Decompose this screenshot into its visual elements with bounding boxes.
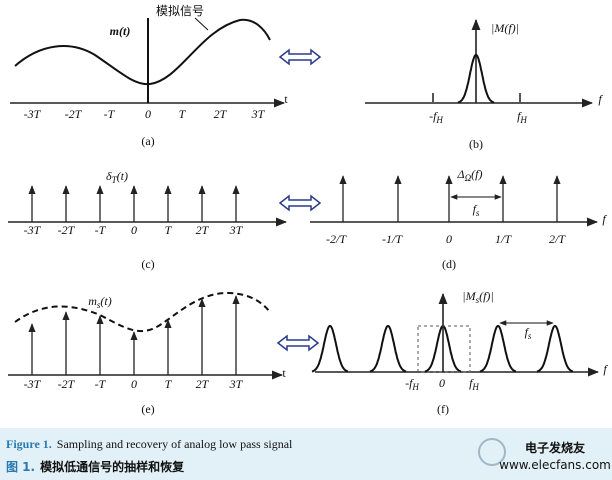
label-sub: s <box>97 300 101 310</box>
caption-text: 模拟低通信号的抽样和恢复 <box>40 459 185 474</box>
equivalence-arrow <box>276 334 320 352</box>
label-main: δ <box>106 169 112 183</box>
passband-box <box>417 325 471 373</box>
caption-text: Sampling and recovery of analog low pass… <box>57 437 293 451</box>
label-main: f <box>473 202 478 216</box>
tick-label: 2T <box>196 223 210 237</box>
label-main: m <box>88 294 97 308</box>
caption-box <box>0 428 612 480</box>
label-sub: s <box>528 331 532 341</box>
tick-label: -1/T <box>382 232 403 246</box>
signal-label: ΔΩ(f) <box>457 167 483 183</box>
axis-label: f <box>603 362 608 376</box>
tick-label: 0 <box>131 377 137 391</box>
tick-label: T <box>179 107 187 121</box>
label-sub: H <box>411 382 419 392</box>
spectrum-pulse <box>311 324 349 373</box>
label-main: |M <box>462 289 476 303</box>
tick-label: -3T <box>24 107 42 121</box>
annotation-leader <box>194 17 209 31</box>
panel-caption: (b) <box>469 137 483 151</box>
label-rest: (t) <box>117 169 128 183</box>
tick-label: T <box>165 377 173 391</box>
signal-label: δT(t) <box>106 169 128 185</box>
signal-label: m(t) <box>110 24 131 38</box>
tick-label: 0 <box>131 223 137 237</box>
watermark-name: 电子发烧友 <box>525 440 585 455</box>
spacing-label: fs <box>473 202 480 218</box>
tick-label: 2T <box>196 377 210 391</box>
label-main: -f <box>405 376 414 390</box>
watermark-logo <box>478 438 506 466</box>
axis-label: t <box>284 92 288 106</box>
label-sub: s <box>476 295 480 305</box>
label-rest: (f)| <box>479 289 494 303</box>
tick-label: -2/T <box>326 232 347 246</box>
spectrum-pulse <box>369 324 407 373</box>
label-main: f <box>525 325 530 339</box>
tick-label: -2T <box>58 377 76 391</box>
tick-label: 3T <box>229 223 244 237</box>
caption-label: Figure 1. <box>6 437 52 451</box>
watermark-url: www.elecfans.com <box>499 458 611 472</box>
signal-label: |Ms(f)| <box>462 289 493 305</box>
tick-label: -2T <box>58 223 76 237</box>
annotation: 模拟信号 <box>156 4 204 18</box>
tick-label: 2T <box>214 107 228 121</box>
tick-label: -2T <box>65 107 83 121</box>
spectrum-pulse <box>536 324 574 373</box>
label-sub: H <box>471 382 479 392</box>
signal-label: |M(f)| <box>491 21 519 35</box>
tick-label: -3T <box>24 223 42 237</box>
spacing-label: fs <box>525 325 532 341</box>
equivalence-arrow <box>278 194 322 212</box>
tick-label: -T <box>95 223 107 237</box>
signal-label: ms(t) <box>88 294 112 310</box>
panel-caption: (a) <box>141 134 154 148</box>
label-sub: H <box>519 115 527 125</box>
axis-label: t <box>282 366 286 380</box>
panel-caption: (e) <box>141 402 154 416</box>
analog-signal <box>14 18 271 86</box>
label-main: f <box>469 376 474 390</box>
tick-label: -3T <box>24 377 42 391</box>
label-main: -f <box>429 109 438 123</box>
label-rest: (t) <box>100 294 111 308</box>
label-main: Δ <box>457 167 465 181</box>
tick-label: fH <box>469 376 479 392</box>
tick-label: -fH <box>405 376 419 392</box>
tick-label: 0 <box>145 107 151 121</box>
spectrum-pulse <box>457 53 495 104</box>
equivalence-arrow <box>278 48 322 66</box>
tick-label: 2/T <box>549 232 566 246</box>
label-sub: T <box>112 175 118 185</box>
tick-label: 0 <box>439 376 445 390</box>
panel-caption: (c) <box>141 257 154 271</box>
tick-label: 3T <box>251 107 266 121</box>
label-sub: Ω <box>465 173 472 183</box>
tick-label: -T <box>104 107 116 121</box>
panel-caption: (f) <box>437 402 449 416</box>
tick-label: -fH <box>429 109 443 125</box>
spectrum-pulse <box>479 324 517 373</box>
axis-label: f <box>602 212 607 226</box>
tick-label: 3T <box>229 377 244 391</box>
tick-label: 0 <box>446 232 452 246</box>
caption-zh: 图 1. 模拟低通信号的抽样和恢复 <box>6 459 185 474</box>
tick-label: fH <box>517 109 527 125</box>
tick-label: -T <box>95 377 107 391</box>
panel-caption: (d) <box>442 257 456 271</box>
label-rest: (f) <box>471 167 482 181</box>
tick-label: 1/T <box>495 232 512 246</box>
axis-label: f <box>598 92 603 106</box>
label-sub: H <box>435 115 443 125</box>
caption-label: 图 1. <box>6 460 35 474</box>
caption-en: Figure 1. Sampling and recovery of analog… <box>6 437 293 451</box>
label-sub: s <box>476 208 480 218</box>
tick-label: T <box>165 223 173 237</box>
sampled-envelope <box>14 291 271 333</box>
label-main: f <box>517 109 522 123</box>
